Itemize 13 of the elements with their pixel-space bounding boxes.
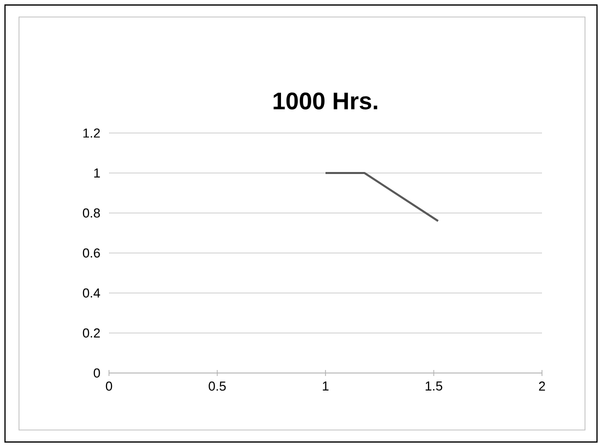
- y-tick-label: 1: [94, 168, 100, 178]
- x-tick-label: 1.5: [426, 382, 442, 391]
- x-tick-label: 0: [106, 382, 112, 391]
- chart-title: 1000 Hrs.: [274, 92, 378, 110]
- x-tick-label: 2: [539, 382, 545, 391]
- y-tick-label: 0.4: [82, 288, 100, 298]
- y-tick-label: 1.2: [83, 128, 100, 138]
- y-tick-label: 0.2: [82, 328, 100, 338]
- y-tick-label: 0.8: [82, 208, 100, 218]
- y-tick-label: 0.6: [82, 248, 100, 258]
- x-tick-label: 0.5: [208, 382, 226, 391]
- y-tick-label: 0: [94, 368, 100, 378]
- x-tick-label: 1: [322, 382, 328, 390]
